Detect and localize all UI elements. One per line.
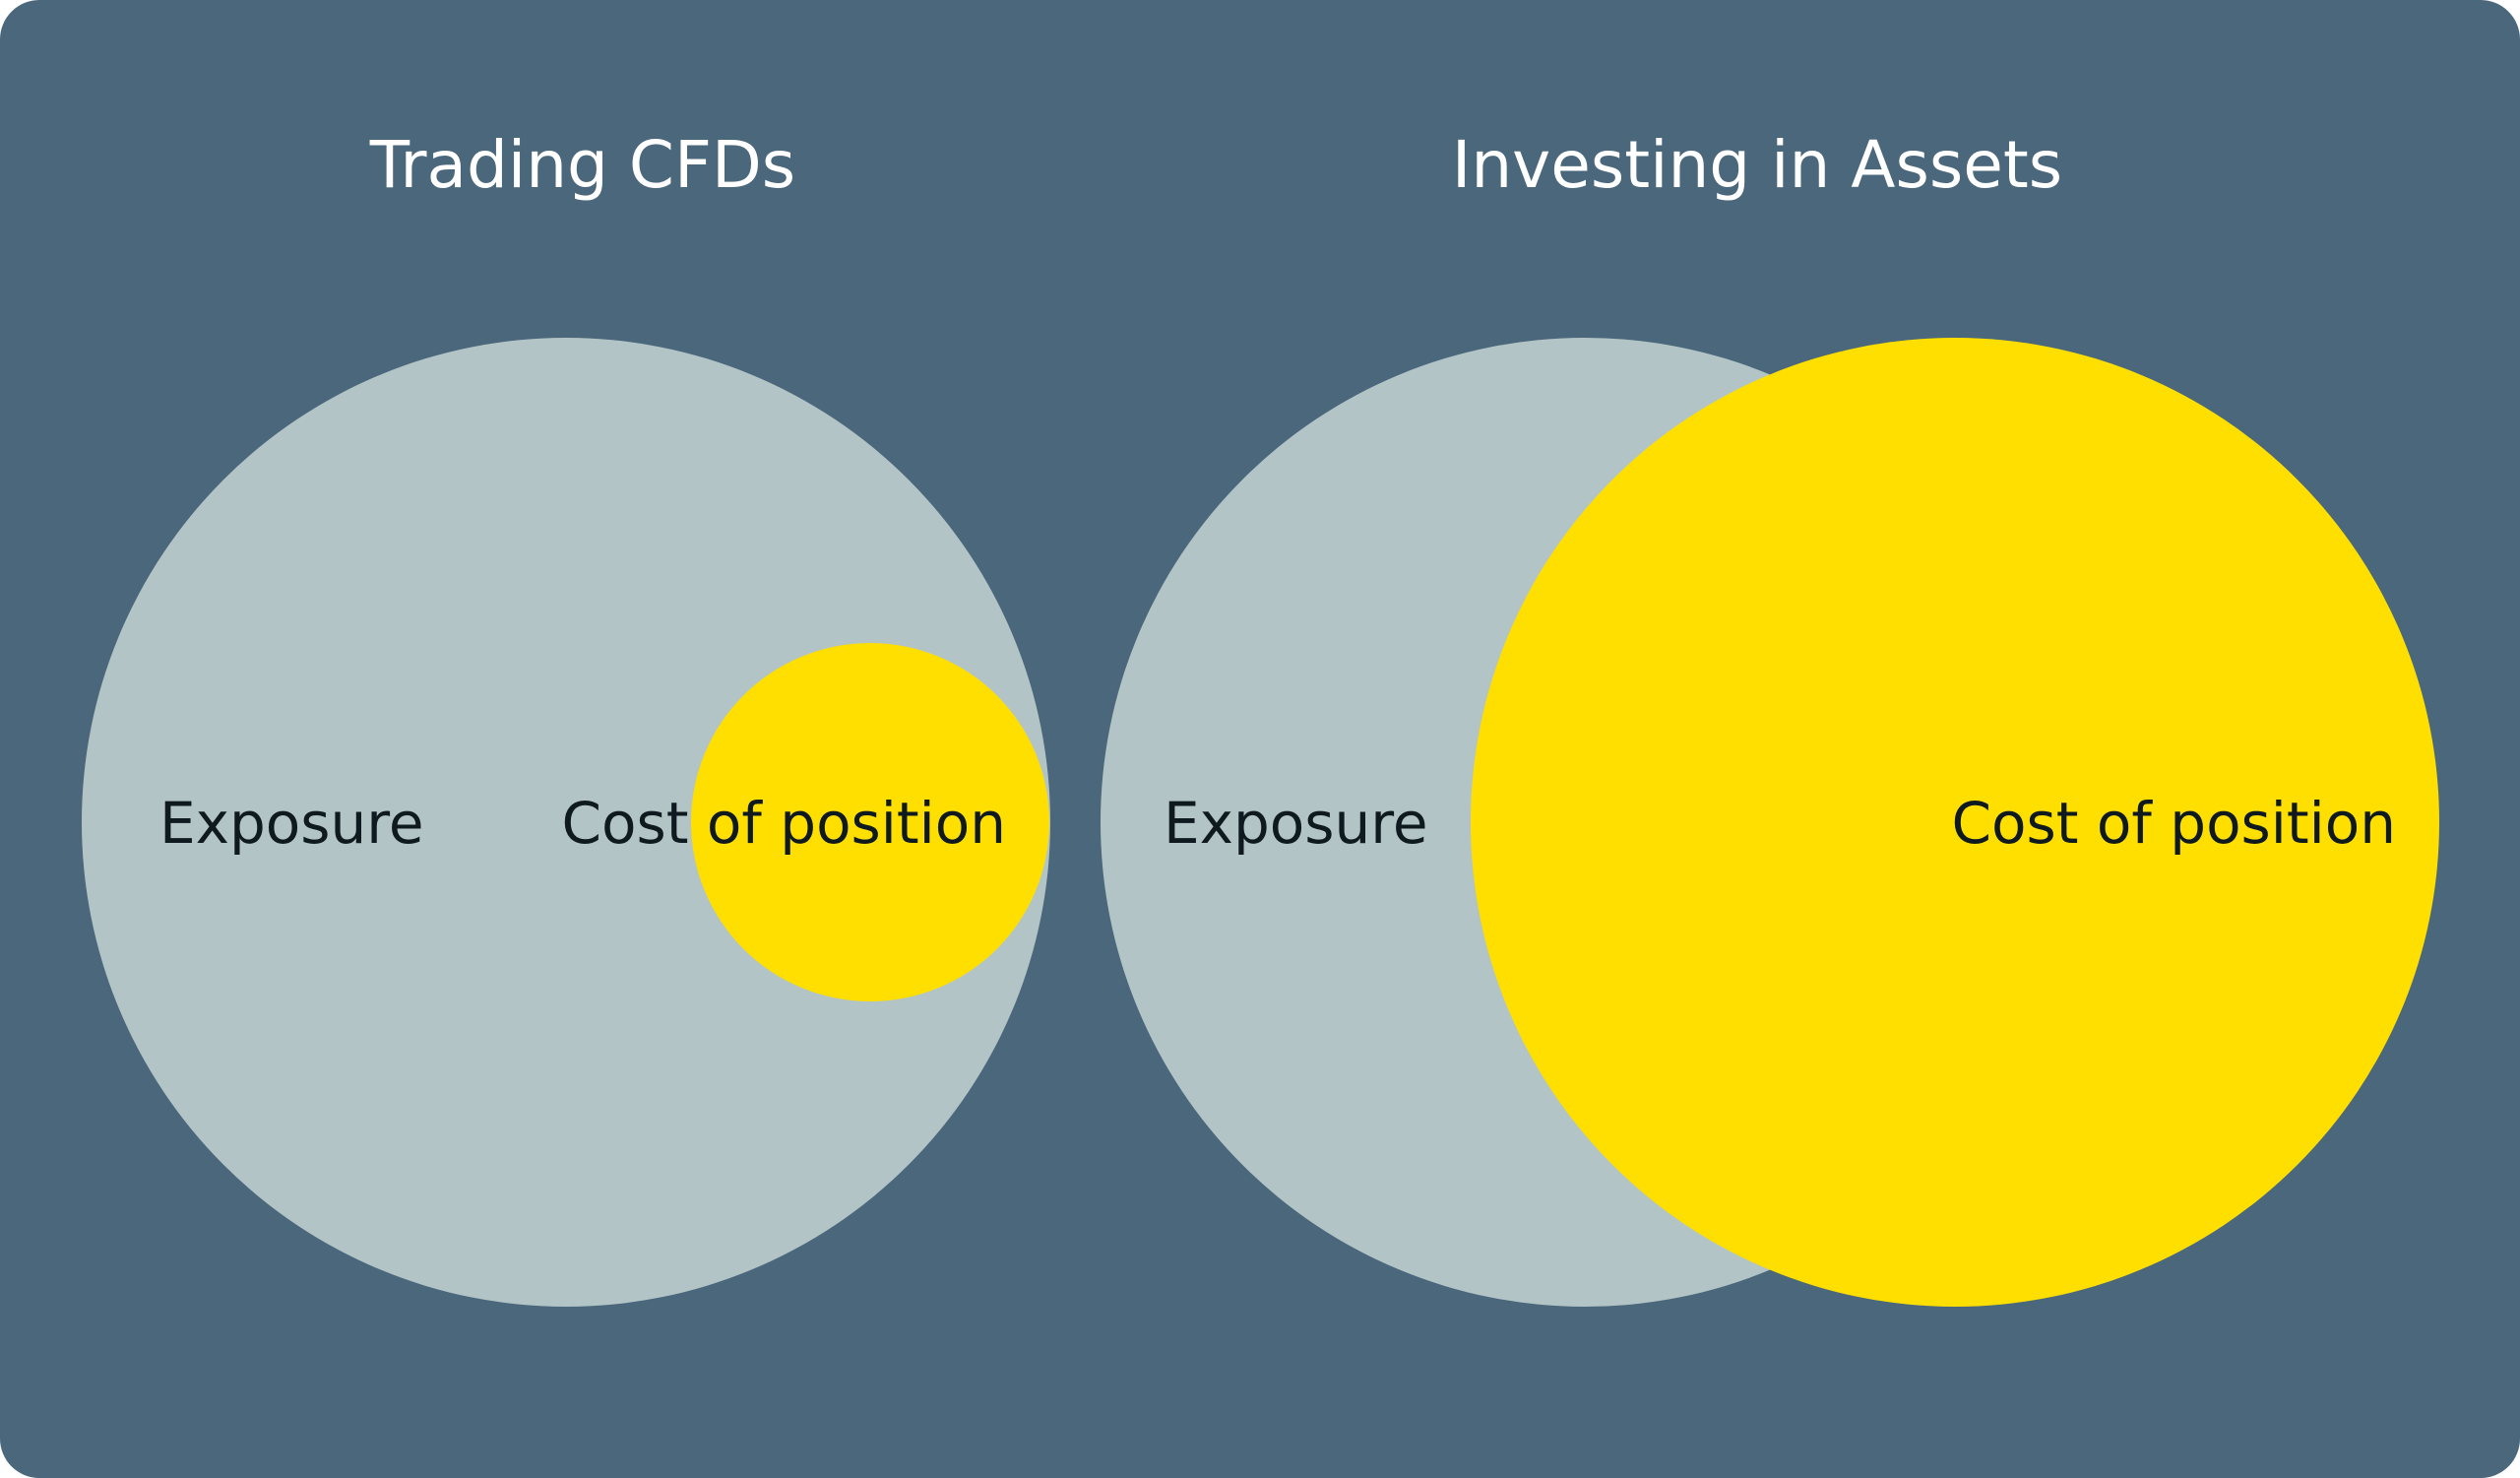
panel-trading-cfds: Trading CFDs Exposure Cost of position xyxy=(82,127,1050,1307)
panel-title: Investing in Assets xyxy=(1452,127,2062,203)
cost-of-position-circle xyxy=(1471,338,2439,1307)
exposure-circle xyxy=(82,338,1050,1307)
cost-of-position-circle xyxy=(691,643,1049,1001)
panel-investing-in-assets: Investing in Assets Exposure Cost of pos… xyxy=(1101,127,2439,1307)
cost-of-position-label: Cost of position xyxy=(1952,790,2396,857)
cost-of-position-label: Cost of position xyxy=(562,790,1006,857)
exposure-label: Exposure xyxy=(159,790,424,857)
panel-title: Trading CFDs xyxy=(369,127,795,203)
exposure-label: Exposure xyxy=(1164,790,1428,857)
